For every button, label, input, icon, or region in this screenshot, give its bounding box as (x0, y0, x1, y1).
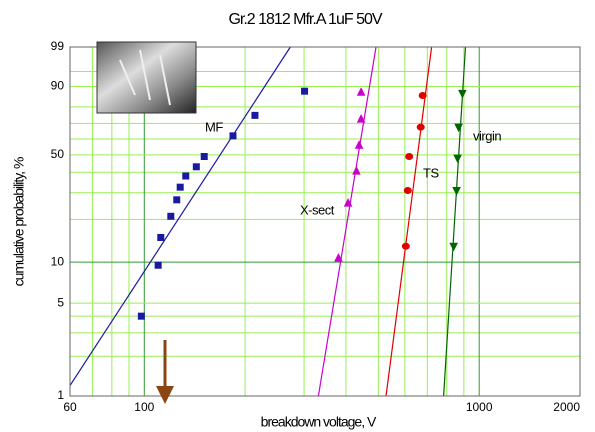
series-label: MF (205, 119, 223, 134)
plot-frame (69, 46, 581, 397)
point (229, 132, 237, 140)
point (452, 186, 461, 196)
point (200, 153, 208, 161)
arrow-head (156, 386, 174, 404)
point (157, 233, 165, 241)
point (343, 198, 353, 207)
point (458, 89, 467, 99)
series-label: virgin (473, 128, 501, 143)
x-tick-label: 60 (63, 400, 77, 414)
point (453, 154, 462, 164)
marks (69, 46, 467, 397)
point (137, 312, 145, 320)
y-tick-label: 10 (51, 254, 65, 268)
point (334, 252, 343, 262)
y-tick-label: 5 (57, 295, 64, 309)
point (173, 196, 181, 204)
point (154, 261, 162, 269)
point (192, 163, 200, 171)
x-axis-label: breakdown voltage, V (261, 414, 377, 430)
x-tick-label: 1000 (466, 400, 493, 414)
fit-line (317, 46, 377, 397)
fit-line (443, 46, 467, 397)
inset-detail (119, 49, 171, 106)
point (354, 140, 364, 149)
point (167, 212, 175, 220)
point (356, 87, 366, 96)
point (418, 91, 427, 99)
point (352, 166, 361, 175)
chart-title: Gr.2 1812 Mfr.A 1uF 50V (228, 11, 382, 28)
y-axis-label: cumulative probability, % (11, 157, 27, 286)
y-tick-label: 50 (51, 147, 65, 161)
point (416, 123, 425, 131)
y-tick-label: 1 (57, 388, 64, 402)
fit-line (69, 46, 291, 386)
point (401, 242, 410, 250)
point (449, 242, 458, 252)
point (182, 172, 190, 180)
y-tick-label: 90 (51, 79, 65, 93)
point (251, 111, 259, 119)
y-tick-label: 99 (51, 39, 65, 53)
point (403, 186, 412, 194)
x-tick-label: 2000 (553, 400, 580, 414)
x-tick-label: 100 (134, 400, 154, 414)
point (301, 87, 309, 95)
point (356, 113, 366, 123)
fit-line (385, 46, 433, 397)
series-label: X-sect (300, 202, 335, 217)
point (176, 183, 184, 191)
point (454, 123, 463, 133)
series-label: TS (423, 165, 439, 180)
point (405, 153, 414, 161)
